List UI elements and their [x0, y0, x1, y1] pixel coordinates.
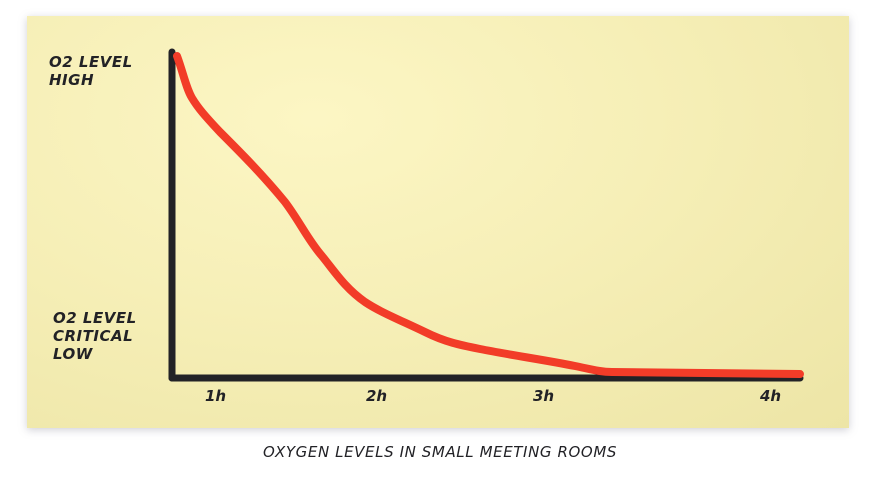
chart-panel [27, 16, 849, 428]
chart-title: OXYGEN LEVELS IN SMALL MEETING ROOMS [263, 443, 617, 461]
x-tick-1h: 1h [205, 387, 227, 405]
y-label-high: O2 LEVEL HIGH [49, 53, 133, 89]
oxygen-line [173, 52, 804, 378]
y-label-critical-low: O2 LEVEL CRITICAL LOW [53, 309, 137, 363]
x-tick-4h: 4h [760, 387, 782, 405]
x-tick-3h: 3h [533, 387, 555, 405]
x-tick-2h: 2h [366, 387, 388, 405]
